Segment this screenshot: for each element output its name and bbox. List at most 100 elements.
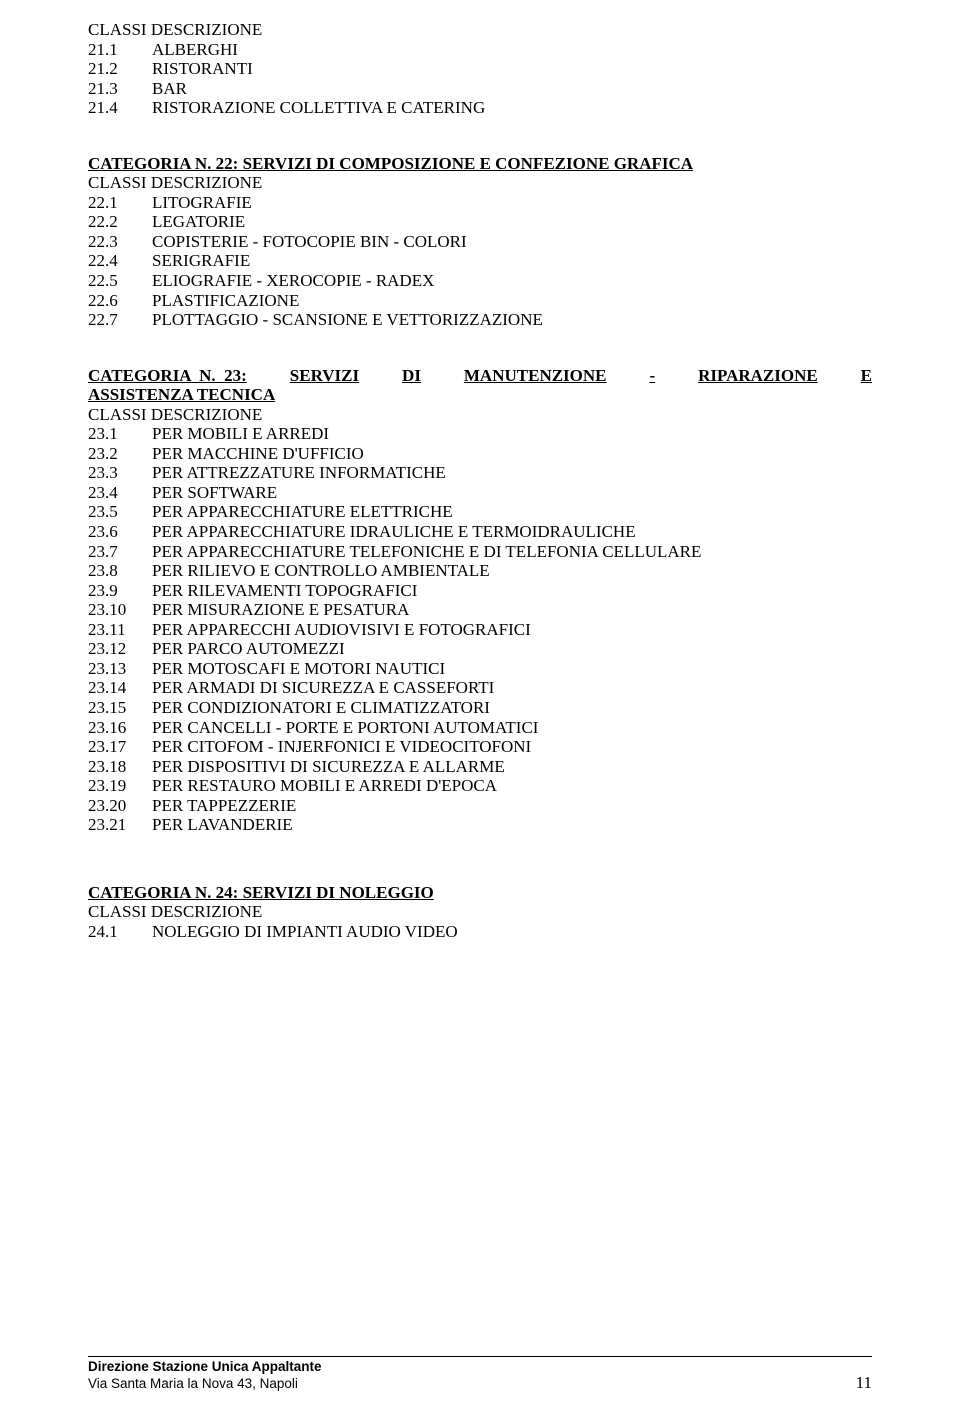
- item-code: 23.9: [88, 581, 152, 601]
- page-number: 11: [856, 1373, 872, 1393]
- title-seg: MANUTENZIONE: [464, 366, 607, 386]
- list-item: 23.5PER APPARECCHIATURE ELETTRICHE: [88, 502, 872, 522]
- category-22-title: CATEGORIA N. 22: SERVIZI DI COMPOSIZIONE…: [88, 154, 872, 174]
- list-item: 21.1ALBERGHI: [88, 40, 872, 60]
- list-item: 21.4RISTORAZIONE COLLETTIVA E CATERING: [88, 98, 872, 118]
- list-item: 21.2RISTORANTI: [88, 59, 872, 79]
- item-desc: LEGATORIE: [152, 212, 872, 232]
- item-code: 22.1: [88, 193, 152, 213]
- list-item: 23.20PER TAPPEZZERIE: [88, 796, 872, 816]
- list-item: 22.6PLASTIFICAZIONE: [88, 291, 872, 311]
- item-code: 23.21: [88, 815, 152, 835]
- item-code: 21.4: [88, 98, 152, 118]
- item-desc: PER MISURAZIONE E PESATURA: [152, 600, 872, 620]
- footer-line1: Direzione Stazione Unica Appaltante: [88, 1359, 322, 1376]
- item-code: 22.3: [88, 232, 152, 252]
- footer-organization: Direzione Stazione Unica Appaltante Via …: [88, 1359, 322, 1393]
- item-code: 23.7: [88, 542, 152, 562]
- item-desc: RISTORAZIONE COLLETTIVA E CATERING: [152, 98, 872, 118]
- item-code: 23.19: [88, 776, 152, 796]
- title-seg: CATEGORIA N. 23:: [88, 366, 247, 386]
- title-seg: E: [861, 366, 872, 386]
- title-seg: SERVIZI: [290, 366, 359, 386]
- item-desc: PER APPARECCHIATURE IDRAULICHE E TERMOID…: [152, 522, 872, 542]
- list-item: 23.18PER DISPOSITIVI DI SICUREZZA E ALLA…: [88, 757, 872, 777]
- item-desc: PER CANCELLI - PORTE E PORTONI AUTOMATIC…: [152, 718, 872, 738]
- item-desc: PER APPARECCHIATURE TELEFONICHE E DI TEL…: [152, 542, 872, 562]
- title-seg: RIPARAZIONE: [698, 366, 818, 386]
- section-22: CATEGORIA N. 22: SERVIZI DI COMPOSIZIONE…: [88, 154, 872, 330]
- item-code: 22.6: [88, 291, 152, 311]
- item-desc: PER RESTAURO MOBILI E ARREDI D'EPOCA: [152, 776, 872, 796]
- list-item: 24.1NOLEGGIO DI IMPIANTI AUDIO VIDEO: [88, 922, 872, 942]
- classi-descrizione-header: CLASSI DESCRIZIONE: [88, 173, 872, 193]
- list-item: 23.1PER MOBILI E ARREDI: [88, 424, 872, 444]
- item-code: 23.16: [88, 718, 152, 738]
- item-desc: BAR: [152, 79, 872, 99]
- item-code: 21.3: [88, 79, 152, 99]
- page-footer: Direzione Stazione Unica Appaltante Via …: [88, 1356, 872, 1393]
- category-24-title: CATEGORIA N. 24: SERVIZI DI NOLEGGIO: [88, 883, 872, 903]
- list-item: 23.14PER ARMADI DI SICUREZZA E CASSEFORT…: [88, 678, 872, 698]
- section-23: CATEGORIA N. 23: SERVIZI DI MANUTENZIONE…: [88, 366, 872, 835]
- list-item: 22.3COPISTERIE - FOTOCOPIE BIN - COLORI: [88, 232, 872, 252]
- list-item: 23.13PER MOTOSCAFI E MOTORI NAUTICI: [88, 659, 872, 679]
- section-24: CATEGORIA N. 24: SERVIZI DI NOLEGGIO CLA…: [88, 883, 872, 942]
- item-desc: PER APPARECCHIATURE ELETTRICHE: [152, 502, 872, 522]
- list-item: 23.7PER APPARECCHIATURE TELEFONICHE E DI…: [88, 542, 872, 562]
- category-23-title-line1: CATEGORIA N. 23: SERVIZI DI MANUTENZIONE…: [88, 366, 872, 386]
- item-desc: PLOTTAGGIO - SCANSIONE E VETTORIZZAZIONE: [152, 310, 872, 330]
- list-item: 23.12PER PARCO AUTOMEZZI: [88, 639, 872, 659]
- item-code: 23.11: [88, 620, 152, 640]
- item-code: 23.8: [88, 561, 152, 581]
- item-code: 23.5: [88, 502, 152, 522]
- item-code: 21.2: [88, 59, 152, 79]
- title-seg: -: [649, 366, 655, 386]
- item-code: 23.14: [88, 678, 152, 698]
- item-code: 23.6: [88, 522, 152, 542]
- item-code: 22.2: [88, 212, 152, 232]
- item-desc: SERIGRAFIE: [152, 251, 872, 271]
- item-desc: PER APPARECCHI AUDIOVISIVI E FOTOGRAFICI: [152, 620, 872, 640]
- item-code: 22.4: [88, 251, 152, 271]
- item-code: 23.4: [88, 483, 152, 503]
- list-item: 22.4SERIGRAFIE: [88, 251, 872, 271]
- item-desc: NOLEGGIO DI IMPIANTI AUDIO VIDEO: [152, 922, 872, 942]
- list-item: 23.3PER ATTREZZATURE INFORMATICHE: [88, 463, 872, 483]
- item-desc: PER ARMADI DI SICUREZZA E CASSEFORTI: [152, 678, 872, 698]
- item-code: 23.1: [88, 424, 152, 444]
- category-23-title-line2: ASSISTENZA TECNICA: [88, 385, 872, 405]
- list-item: 23.19PER RESTAURO MOBILI E ARREDI D'EPOC…: [88, 776, 872, 796]
- list-item: 23.4PER SOFTWARE: [88, 483, 872, 503]
- classi-descrizione-header: CLASSI DESCRIZIONE: [88, 405, 872, 425]
- item-desc: PER CITOFOM - INJERFONICI E VIDEOCITOFON…: [152, 737, 872, 757]
- item-code: 23.12: [88, 639, 152, 659]
- item-desc: PER MACCHINE D'UFFICIO: [152, 444, 872, 464]
- item-desc: PER ATTREZZATURE INFORMATICHE: [152, 463, 872, 483]
- item-desc: COPISTERIE - FOTOCOPIE BIN - COLORI: [152, 232, 872, 252]
- item-code: 23.15: [88, 698, 152, 718]
- list-item: 23.2PER MACCHINE D'UFFICIO: [88, 444, 872, 464]
- item-desc: PER DISPOSITIVI DI SICUREZZA E ALLARME: [152, 757, 872, 777]
- item-desc: PER MOTOSCAFI E MOTORI NAUTICI: [152, 659, 872, 679]
- section-21: CLASSI DESCRIZIONE 21.1ALBERGHI 21.2RIST…: [88, 20, 872, 118]
- item-code: 24.1: [88, 922, 152, 942]
- list-item: 22.1LITOGRAFIE: [88, 193, 872, 213]
- item-code: 22.5: [88, 271, 152, 291]
- list-item: 21.3BAR: [88, 79, 872, 99]
- title-seg: DI: [402, 366, 421, 386]
- item-code: 23.10: [88, 600, 152, 620]
- item-desc: ALBERGHI: [152, 40, 872, 60]
- list-item: 23.10PER MISURAZIONE E PESATURA: [88, 600, 872, 620]
- item-code: 22.7: [88, 310, 152, 330]
- list-item: 23.21PER LAVANDERIE: [88, 815, 872, 835]
- item-desc: PER RILEVAMENTI TOPOGRAFICI: [152, 581, 872, 601]
- list-item: 22.7PLOTTAGGIO - SCANSIONE E VETTORIZZAZ…: [88, 310, 872, 330]
- classi-descrizione-header: CLASSI DESCRIZIONE: [88, 902, 872, 922]
- item-code: 21.1: [88, 40, 152, 60]
- footer-line2: Via Santa Maria la Nova 43, Napoli: [88, 1376, 322, 1393]
- document-page: CLASSI DESCRIZIONE 21.1ALBERGHI 21.2RIST…: [0, 0, 960, 1403]
- item-desc: PLASTIFICAZIONE: [152, 291, 872, 311]
- item-desc: PER RILIEVO E CONTROLLO AMBIENTALE: [152, 561, 872, 581]
- list-item: 22.5ELIOGRAFIE - XEROCOPIE - RADEX: [88, 271, 872, 291]
